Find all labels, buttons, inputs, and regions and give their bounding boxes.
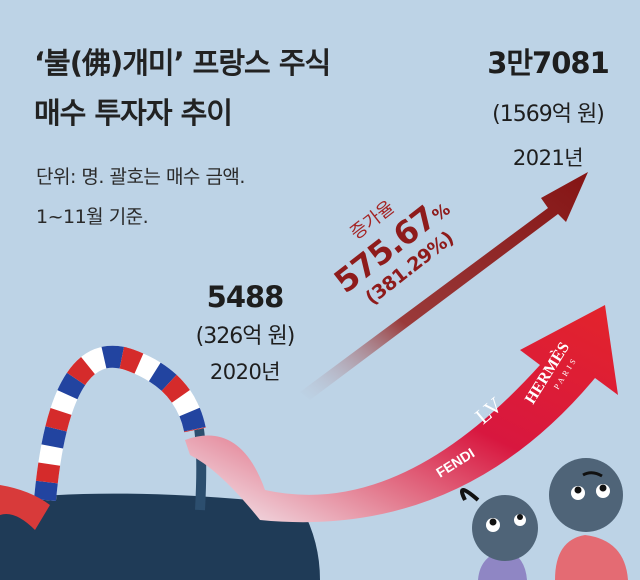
- year-2021: 2021년: [512, 146, 584, 170]
- value-2020: 5488: [206, 280, 285, 314]
- period-note: 1~11월 기준.: [36, 206, 149, 228]
- value-2021: 3만7081: [487, 46, 610, 80]
- amount-2021: (1569억 원): [492, 102, 605, 127]
- growth-arrow: [300, 172, 588, 400]
- year-2020: 2020년: [209, 360, 281, 384]
- handbag: [0, 345, 320, 580]
- title-line-2: 매수 투자자 추이: [34, 96, 233, 130]
- title-line-1: ‘불(佛)개미’ 프랑스 주식: [34, 46, 331, 80]
- amount-2020: (326억 원): [195, 324, 296, 349]
- ant-characters: [460, 458, 628, 580]
- unit-note: 단위: 명. 괄호는 매수 금액.: [36, 166, 245, 188]
